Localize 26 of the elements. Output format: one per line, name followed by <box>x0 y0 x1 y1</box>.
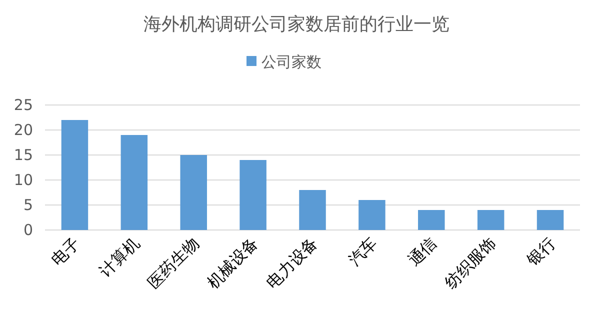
y-tick-label: 25 <box>14 96 33 114</box>
x-tick-label: 纺织服饰 <box>440 233 500 292</box>
x-tick-label: 汽车 <box>344 233 381 270</box>
x-tick-label: 机械设备 <box>203 233 262 292</box>
x-tick-label: 电力设备 <box>262 233 322 292</box>
y-tick-label: 15 <box>14 146 33 164</box>
x-tick-label: 计算机 <box>96 233 143 281</box>
x-tick-label: 电子 <box>47 233 84 270</box>
y-tick-label: 5 <box>23 196 33 214</box>
bar <box>536 210 564 230</box>
y-tick-label: 0 <box>23 221 33 239</box>
y-tick-label: 10 <box>14 171 33 189</box>
bar <box>180 155 207 230</box>
x-tick-label: 银行 <box>522 233 560 270</box>
chart-title: 海外机构调研公司家数居前的行业一览 <box>144 14 450 35</box>
bar <box>120 135 148 230</box>
bar <box>477 210 504 230</box>
bar <box>358 200 386 230</box>
x-tick-label: 通信 <box>404 233 440 270</box>
y-tick-label: 20 <box>14 121 33 139</box>
bar <box>61 120 88 230</box>
x-tick-label: 医药生物 <box>144 233 202 292</box>
bar <box>240 160 266 230</box>
legend-label: 公司家数 <box>262 53 322 71</box>
bar <box>299 190 326 230</box>
bar <box>418 210 445 230</box>
